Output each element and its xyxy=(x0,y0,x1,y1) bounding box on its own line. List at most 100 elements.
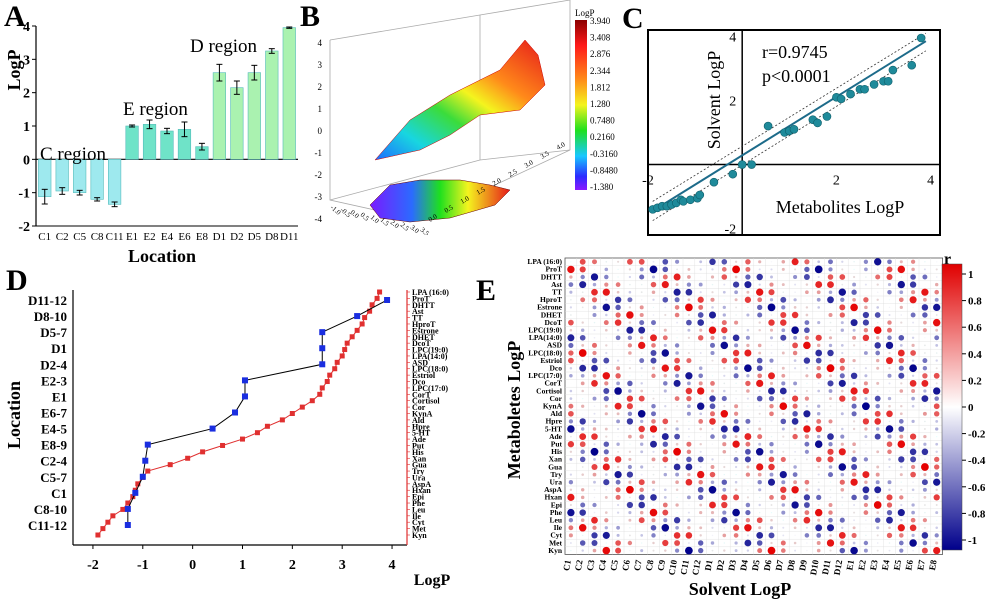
e-cell-dot xyxy=(747,321,749,324)
d-red-point xyxy=(100,526,106,532)
d-red-point xyxy=(332,366,338,372)
e-cell-dot xyxy=(650,334,657,342)
e-cell-dot xyxy=(697,387,705,395)
e-cell-dot xyxy=(663,518,668,523)
d-xtick-label: 3 xyxy=(339,558,346,573)
e-cell-dot xyxy=(757,304,763,311)
a-ytick-label: 1 xyxy=(23,120,30,135)
e-cell-dot xyxy=(581,473,584,476)
e-cell-dot xyxy=(853,268,855,271)
e-cell-dot xyxy=(840,389,844,393)
e-cell-dot xyxy=(862,311,870,319)
e-col-label: E6 xyxy=(903,559,915,572)
e-cell-dot xyxy=(722,533,727,538)
e-cell-dot xyxy=(876,450,880,454)
e-cell-dot xyxy=(569,275,573,279)
e-cell-dot xyxy=(897,265,906,274)
e-cell-dot xyxy=(909,364,917,373)
e-cell-dot xyxy=(569,542,572,544)
e-cell-dot xyxy=(637,409,646,418)
e-cell-dot xyxy=(921,288,929,296)
d-red-point xyxy=(120,506,126,512)
e-cell-dot xyxy=(733,411,739,416)
e-cell-dot xyxy=(877,458,879,461)
e-cell-dot xyxy=(781,283,785,287)
b-ytick-label: 2.0 xyxy=(491,176,503,188)
e-cell-dot xyxy=(662,539,669,547)
e-cell-dot xyxy=(935,328,939,332)
e-cell-dot xyxy=(782,397,785,400)
e-cell-dot xyxy=(921,304,929,311)
d-blue-point xyxy=(319,345,326,352)
c-ylabel: Solvent LogP xyxy=(704,51,724,150)
e-cell-dot xyxy=(899,389,904,393)
e-cell-dot xyxy=(888,299,891,301)
e-cell-dot xyxy=(770,261,773,263)
e-cell-dot xyxy=(640,473,643,476)
a-region-label: C region xyxy=(40,144,106,165)
e-cell-dot xyxy=(934,289,939,295)
e-cell-dot xyxy=(909,433,917,440)
e-cell-dot xyxy=(805,420,808,423)
e-cell-dot xyxy=(838,448,846,456)
e-row-label: Estrone xyxy=(537,303,563,312)
e-cell-dot xyxy=(711,549,714,552)
e-cell-dot xyxy=(875,274,881,280)
e-cell-dot xyxy=(615,494,621,500)
d-right-label: KynA xyxy=(412,410,433,419)
e-cell-dot xyxy=(627,297,633,303)
a-xtick-label: C1 xyxy=(38,231,51,243)
e-cell-dot xyxy=(663,472,668,477)
e-cell-dot xyxy=(780,494,787,501)
b-xtick-label: 2.5 xyxy=(399,221,411,233)
b-ytick-label: 0.5 xyxy=(443,203,455,215)
e-cell-dot xyxy=(711,389,714,393)
e-cell-dot xyxy=(935,511,939,515)
e-cell-dot xyxy=(782,526,785,529)
b-ztick-label: 2 xyxy=(318,82,323,92)
e-cell-dot xyxy=(722,450,727,454)
e-colorbar-tick-label: 0.6 xyxy=(968,322,982,334)
e-cell-dot xyxy=(874,418,882,425)
e-col-label: C4 xyxy=(597,559,609,572)
e-cell-dot xyxy=(817,260,821,264)
e-cell-dot xyxy=(732,349,740,357)
chart-d: D Location LogP -2 -1 0 1 2 3 4D11-12D8-10D5-7… xyxy=(4,264,450,589)
e-cell-dot xyxy=(782,412,785,415)
e-cell-dot xyxy=(699,450,702,453)
e-cell-dot xyxy=(603,395,609,402)
e-cell-dot xyxy=(816,548,821,553)
e-cell-dot xyxy=(628,534,631,537)
e-cell-dot xyxy=(616,412,620,416)
e-cell-dot xyxy=(911,290,916,295)
e-cell-dot xyxy=(652,504,655,506)
e-cell-dot xyxy=(876,496,879,499)
e-cell-dot xyxy=(899,343,903,347)
e-cell-dot xyxy=(591,288,598,296)
e-cell-dot xyxy=(806,299,808,301)
e-cell-dot xyxy=(924,352,926,354)
e-cell-dot xyxy=(581,359,584,362)
e-cell-dot xyxy=(935,344,939,347)
e-cell-dot xyxy=(816,418,822,424)
e-cell-dot xyxy=(840,442,844,446)
e-cell-dot xyxy=(734,480,738,484)
d-right-label: Ura xyxy=(412,473,425,482)
b-colorbar-tick: -1.380 xyxy=(590,182,614,192)
d-red-point xyxy=(342,347,348,353)
d-right-label: Kyn xyxy=(412,531,427,540)
e-cell-dot xyxy=(828,259,833,265)
e-cell-dot xyxy=(877,375,879,377)
c-point xyxy=(695,190,705,200)
e-cell-dot xyxy=(744,456,751,463)
a-xlabel: Location xyxy=(128,246,196,265)
e-cell-dot xyxy=(640,405,643,408)
e-cell-dot xyxy=(650,525,657,531)
e-cell-dot xyxy=(640,442,644,446)
e-cell-dot xyxy=(579,258,586,265)
e-row-label: Met xyxy=(549,538,562,547)
e-cell-dot xyxy=(638,501,645,509)
e-cell-dot xyxy=(638,341,646,350)
b-ztick-label: -1 xyxy=(315,148,323,158)
e-cell-dot xyxy=(793,381,798,386)
